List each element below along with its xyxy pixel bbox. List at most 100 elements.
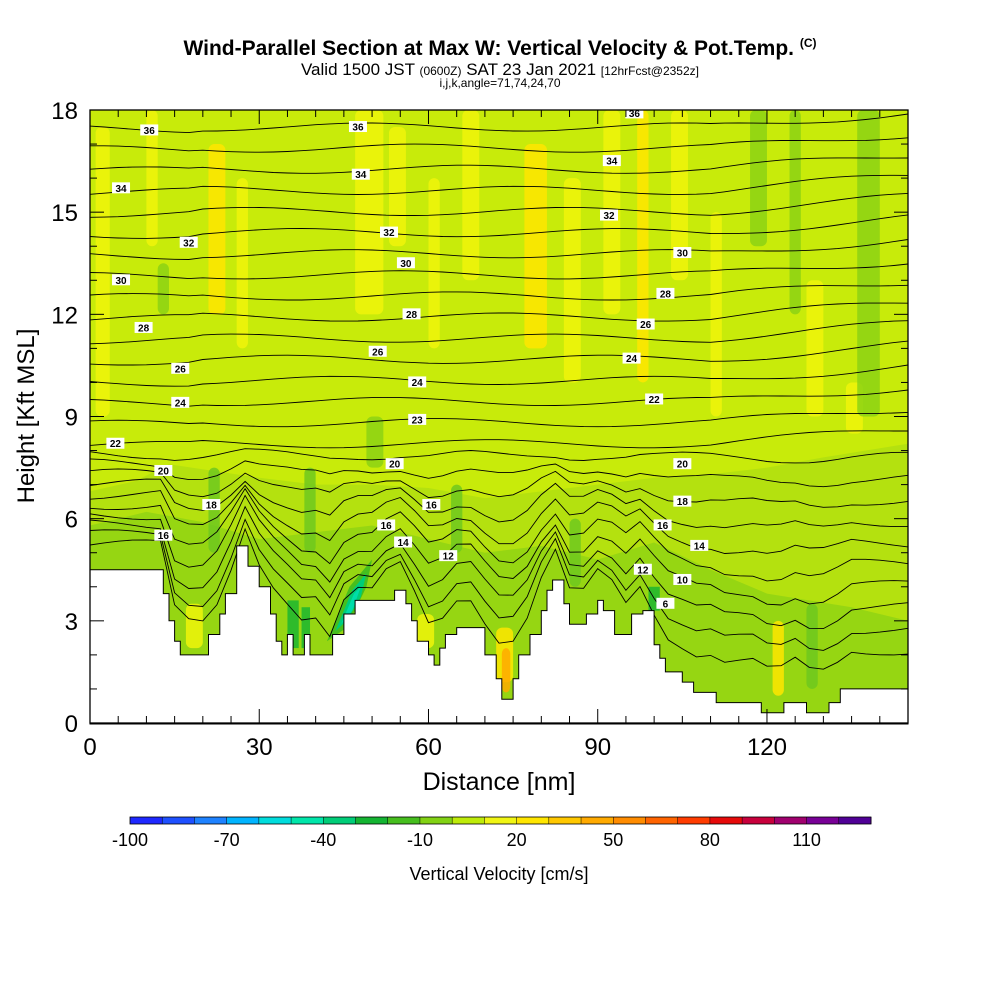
theta-contour-labels: 36 34 32 30 28 26 24 22 20 18 16 36 34 32 30 28 26 24 23 20… [106,107,709,610]
theta-label-bg-3 [112,274,131,286]
theta-line-lower-9 [89,448,909,464]
colorbar-swatch [162,817,195,824]
theta-label-bg-5 [171,362,190,374]
theta-line-lower-2 [89,505,909,630]
theta-label: 34 [115,184,127,195]
theta-label-bg-33 [673,495,692,507]
colorbar-swatch [258,817,292,824]
theta-line-upper-11 [89,192,909,218]
theta-label-bg-13 [379,226,398,238]
theta-label: 24 [626,354,638,365]
theta-label-bg-27 [673,247,692,259]
theta-line-upper-14 [90,137,909,153]
colorbar-swatch [323,817,357,824]
theta-line-upper-7 [89,284,909,301]
theta-label: 34 [355,170,367,181]
title-mark: (C) [799,36,817,50]
theta-label-bg-17 [408,376,427,388]
colorbar-swatch [419,817,453,824]
field-streak-20 [366,416,384,468]
colorbar-swatch [581,817,614,824]
y-tick-label: 6 [65,507,78,534]
field-streak-5 [388,127,406,247]
colorbar-swatch [677,817,711,824]
theta-label: 20 [389,460,401,471]
x-axis-ticks: 0 30 60 90 120 [83,110,909,761]
theta-label: 26 [372,347,384,358]
chart-subtitle-indices: i,j,k,angle=71,74,24,70 [439,76,561,90]
theta-label: 36 [144,126,156,137]
colorbar-swatch [484,817,518,824]
theta-label-bg-22 [394,536,413,548]
colorbar-swatch [194,817,228,824]
theta-line-lower-8 [89,458,909,488]
theta-line-lower-5 [89,484,909,554]
field-streak-16 [750,110,767,247]
downdraft-small-0 [287,600,299,649]
theta-line-upper-6 [89,302,909,322]
x-axis-label: Distance [nm] [423,768,576,796]
theta-label-bg-25 [602,155,621,167]
theta-line-lower-1 [89,518,909,651]
theta-label: 16 [426,501,438,512]
theta-line-lower-4 [89,487,909,582]
theta-label-bg-24 [625,107,644,119]
y-tick-label: 15 [51,200,78,227]
colorbar-label: Vertical Velocity [cm/s] [409,864,588,884]
y-axis-ticks: 0 36 9 12 15 18 [51,98,908,738]
field-streak-30 [185,603,203,649]
velocity-field [90,110,908,723]
theta-label: 12 [443,552,455,563]
theta-label: 16 [381,521,393,532]
theta-label-bg-28 [656,287,675,299]
colorbar: -100 -70 -40 -10 20 50 80 110 [112,816,872,850]
theta-label-bg-4 [134,321,153,333]
theta-line-upper-4 [89,340,909,366]
theta-label: 28 [406,310,418,321]
theta-label-bg-19 [385,458,404,470]
y-tick-label: 9 [65,405,78,432]
colorbar-swatch [226,817,260,824]
theta-label-bg-20 [422,499,441,511]
theta-label-bg-1 [112,182,131,194]
field-streak-6 [428,178,440,349]
theta-label: 16 [158,531,170,542]
theta-label: 28 [138,323,150,334]
field-streak-12 [671,110,688,281]
x-tick-label: 60 [415,734,442,761]
colorbar-swatch [709,817,743,824]
theta-label-bg-37 [673,573,692,585]
theta-line-lower-6 [89,478,909,529]
field-streak-4 [355,110,384,315]
colorbar-swatch [387,817,421,824]
colorbar-tick-label: 80 [700,830,720,850]
y-tick-label: 0 [65,711,78,738]
chart-title: Wind-Parallel Section at Max W: Vertical… [183,36,817,60]
theta-label-bg-38 [656,597,675,609]
field-streak-1 [146,110,158,247]
downdraft-small-1 [301,607,311,649]
terrain-profile [89,545,909,725]
y-tick-label: 12 [51,302,78,329]
theta-label: 32 [603,211,615,222]
field-streak-8 [524,144,547,349]
theta-label: 20 [677,460,689,471]
field-streak-28 [806,603,818,689]
theta-label-bg-31 [645,393,664,405]
theta-label: 36 [352,123,364,134]
theta-label: 18 [677,497,689,508]
colorbar-tick-label: 50 [603,830,623,850]
field-streak-24 [569,518,581,587]
theta-label: 14 [398,538,410,549]
y-tick-label: 18 [51,98,78,125]
terrain-mask [89,545,909,725]
theta-label-bg-21 [377,519,396,531]
theta-line-upper-3 [89,364,909,387]
theta-label-bg-12 [351,168,370,180]
theta-label: 6 [663,599,669,610]
theta-label: 30 [115,276,127,287]
theta-line-upper-10 [89,214,909,239]
theta-label: 22 [110,439,122,450]
theta-label-bg-2 [179,236,198,248]
